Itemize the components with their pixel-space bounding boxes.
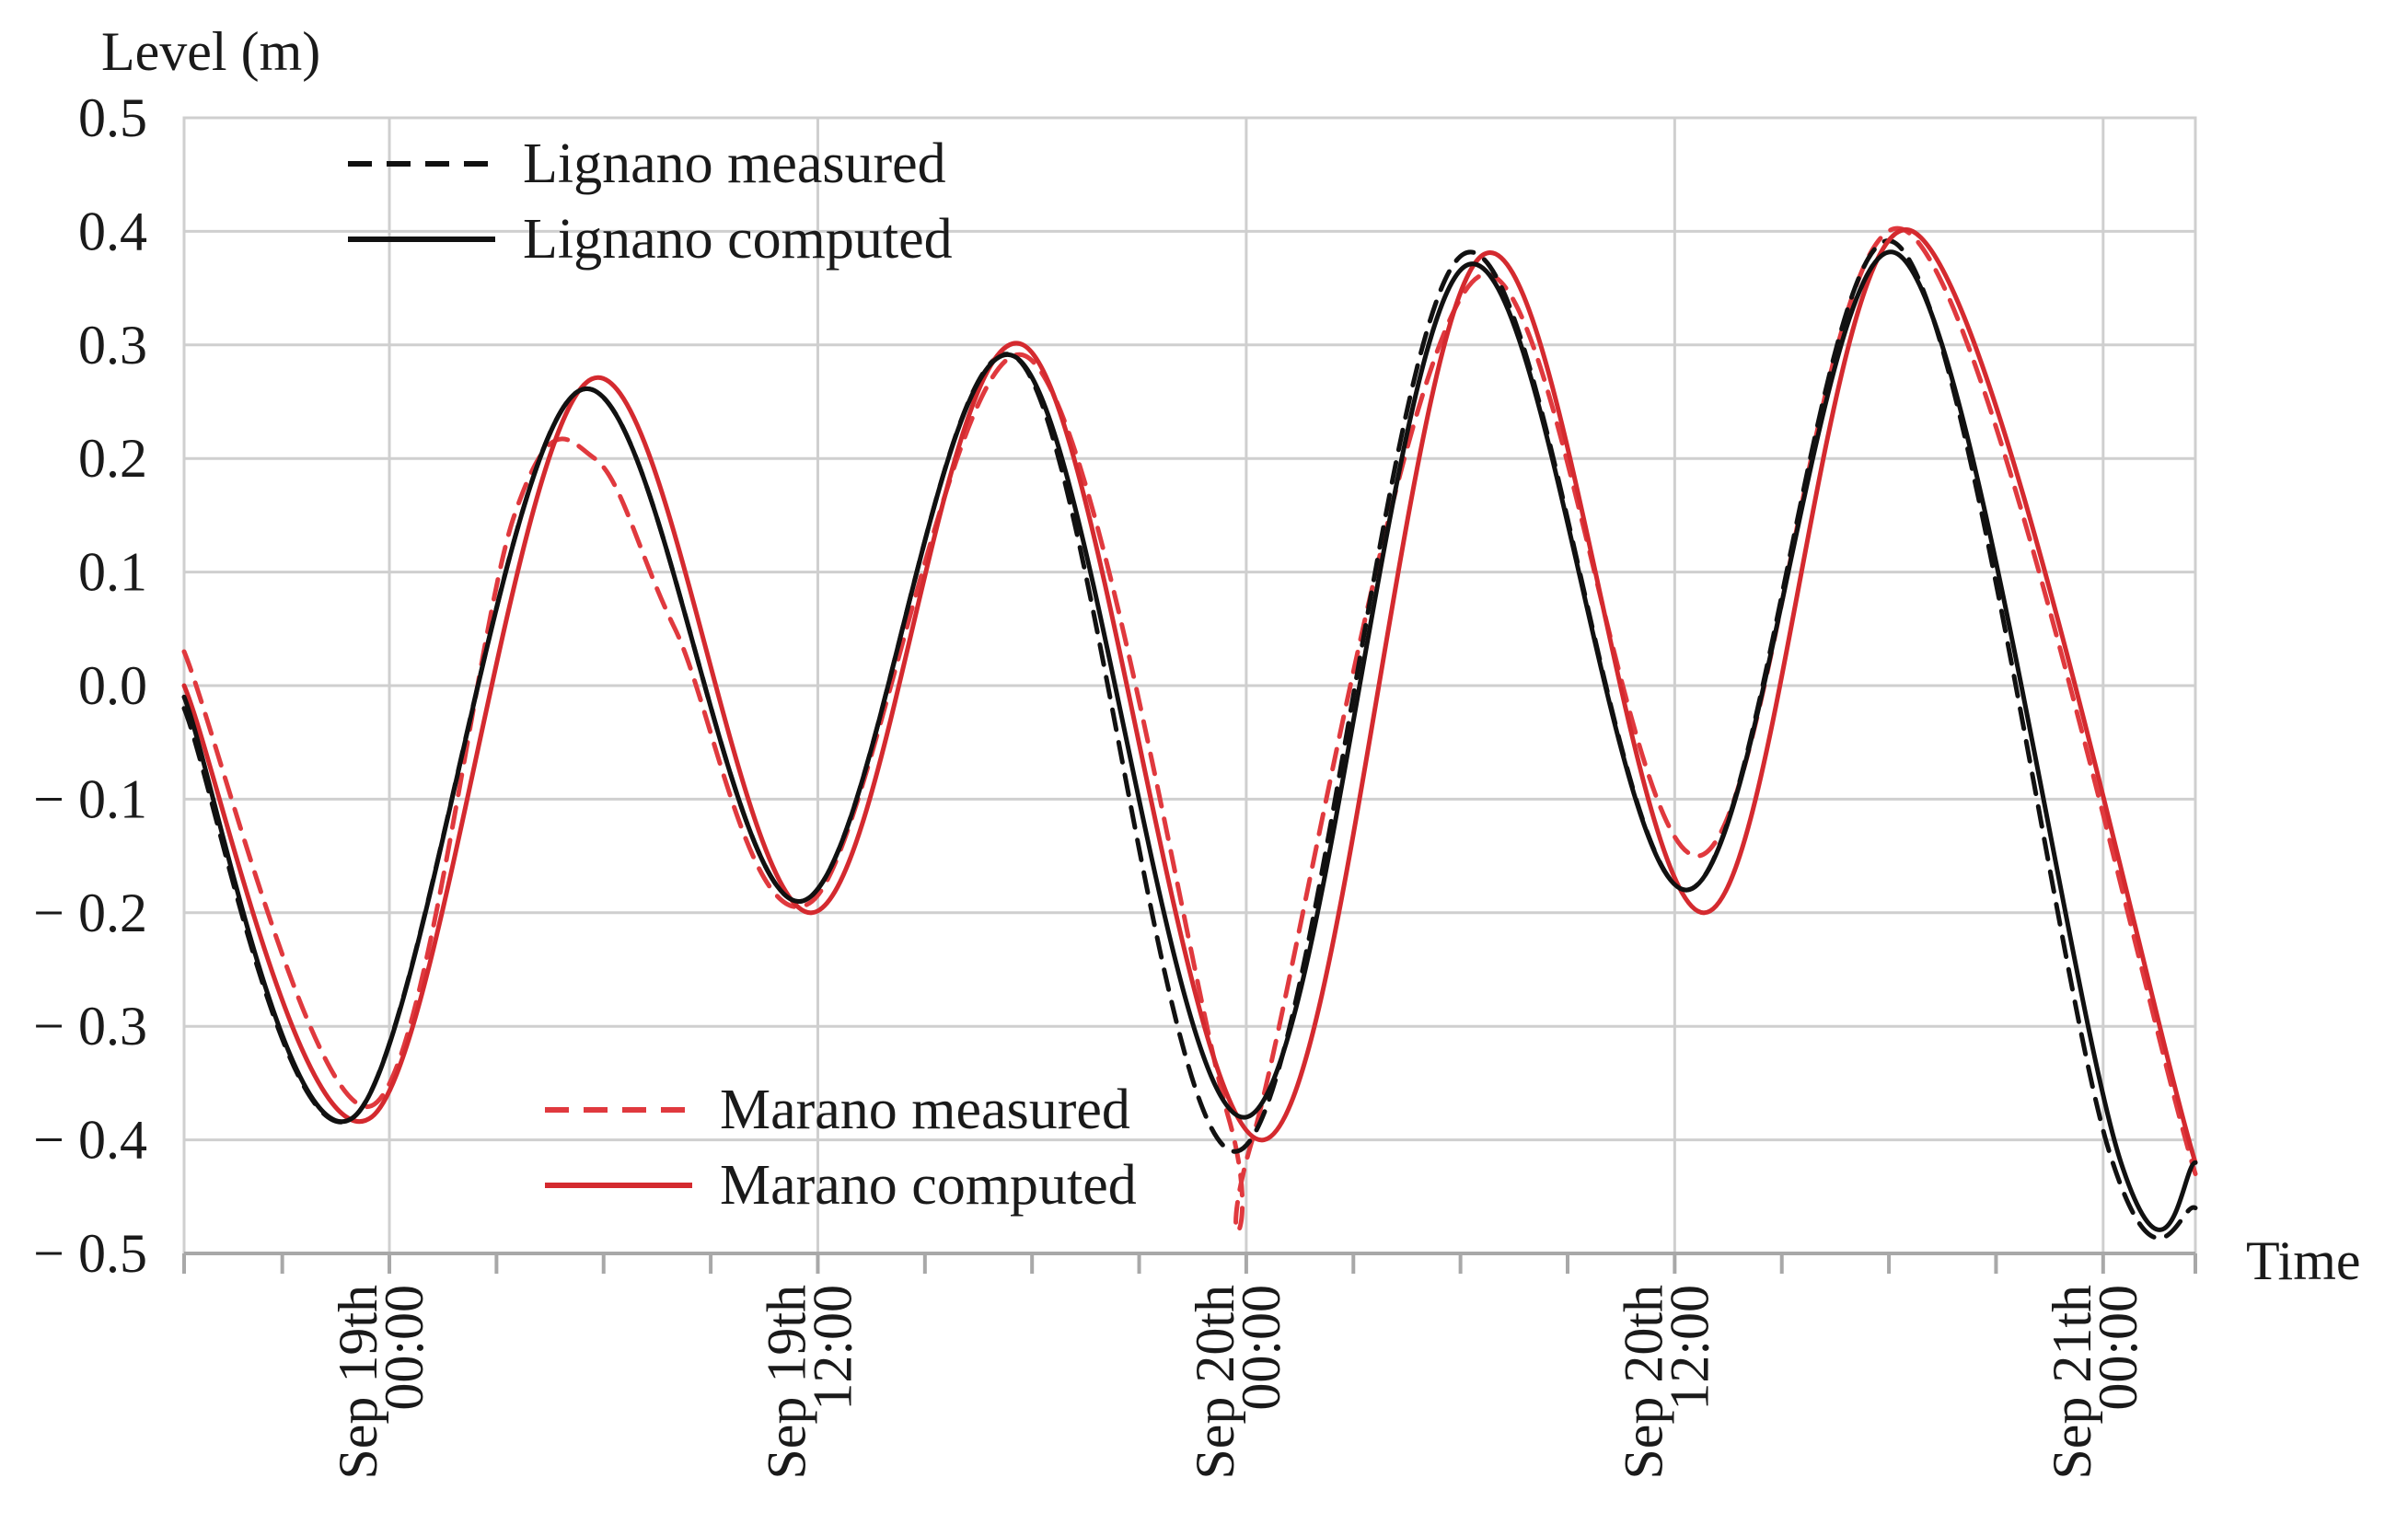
y-axis-title: Level (m) <box>101 21 320 82</box>
x-tick-label-date: Sep 19th <box>756 1285 816 1480</box>
series-line-lignano-computed <box>181 249 2198 1232</box>
y-tick-label: − 0.2 <box>33 883 147 943</box>
y-tick-label: − 0.3 <box>33 996 147 1056</box>
axes: 0.5 0.4 0.3 0.2 0.1 0.0 − 0.1 − 0.2 − 0.3 − 0.4 − … <box>33 87 2197 1480</box>
x-tick-label-time: 00:00 <box>1231 1285 1291 1411</box>
series-line-marano-computed <box>181 227 2198 1165</box>
y-tick-label: 0.5 <box>78 87 147 148</box>
y-tick-label: 0.2 <box>78 428 147 489</box>
plot-grid <box>184 116 2195 1255</box>
series-line-marano-measured <box>181 225 2198 1234</box>
legend-label-marano-measured: Marano measured <box>720 1079 1130 1141</box>
series-layer <box>181 225 2198 1241</box>
legend-label-lignano-computed: Lignano computed <box>523 208 953 271</box>
x-tick-label-date: Sep 21th <box>2042 1285 2102 1480</box>
x-tick-label-date: Sep 19th <box>328 1285 388 1480</box>
x-tick-marks <box>182 1253 2197 1274</box>
legend-bottom-center: Marano measured Marano computed <box>545 1079 1137 1217</box>
legend-top-left: Lignano measured Lignano computed <box>348 133 953 271</box>
y-tick-label: 0.4 <box>78 201 147 261</box>
y-tick-label: − 0.1 <box>33 768 147 829</box>
y-tick-label: 0.1 <box>78 542 147 603</box>
y-tick-label: − 0.5 <box>33 1223 147 1284</box>
x-tick-label-time: 12:00 <box>1659 1285 1719 1411</box>
x-tick-label-time: 00:00 <box>2088 1285 2148 1411</box>
legend-label-lignano-measured: Lignano measured <box>523 133 946 195</box>
x-tick-label-time: 12:00 <box>802 1285 862 1411</box>
x-tick-label-time: 00:00 <box>374 1285 434 1411</box>
y-tick-labels: 0.5 0.4 0.3 0.2 0.1 0.0 − 0.1 − 0.2 − 0.3 − 0.4 − … <box>33 87 147 1284</box>
x-tick-label-date: Sep 20th <box>1613 1285 1673 1480</box>
x-tick-label-date: Sep 20th <box>1185 1285 1245 1480</box>
x-axis-title: Time <box>2246 1230 2361 1291</box>
y-tick-label: 0.3 <box>78 315 147 375</box>
y-tick-label: 0.0 <box>78 655 147 716</box>
y-tick-label: − 0.4 <box>33 1110 147 1171</box>
series-line-lignano-measured <box>181 238 2198 1241</box>
legend-label-marano-computed: Marano computed <box>720 1154 1137 1217</box>
